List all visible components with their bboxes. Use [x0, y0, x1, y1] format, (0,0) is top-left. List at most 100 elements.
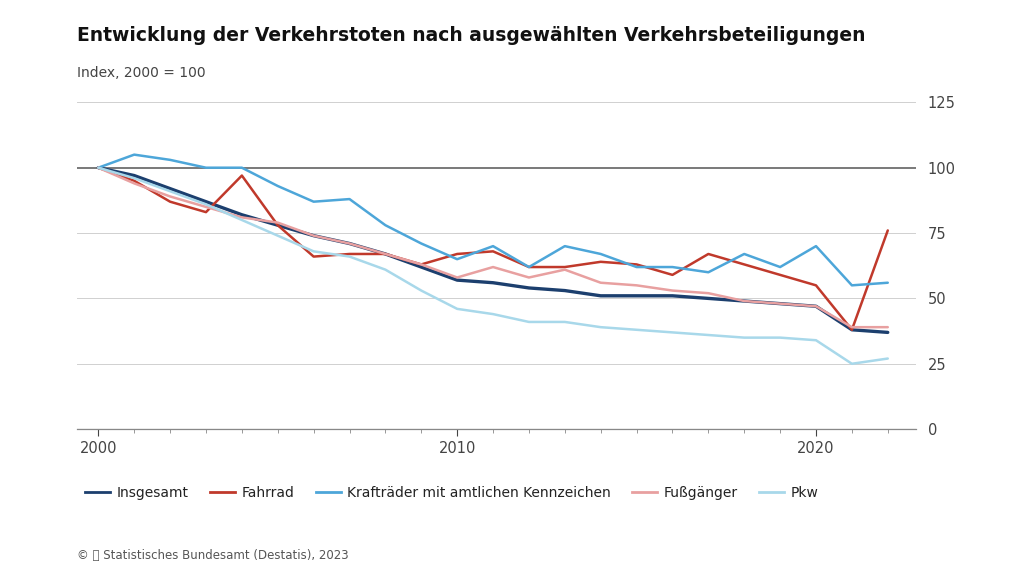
- Fahrrad: [738, 261, 751, 268]
- Insgesamt: [882, 329, 894, 336]
- Krafträder mit amtlichen Kennzeichen: [810, 242, 822, 249]
- Fußgänger: [128, 180, 140, 187]
- Krafträder mit amtlichen Kennzeichen: [200, 164, 212, 171]
- Krafträder mit amtlichen Kennzeichen: [595, 251, 607, 257]
- Fußgänger: [415, 261, 427, 268]
- Pkw: [738, 334, 751, 341]
- Krafträder mit amtlichen Kennzeichen: [846, 282, 858, 289]
- Krafträder mit amtlichen Kennzeichen: [271, 183, 284, 190]
- Pkw: [882, 355, 894, 362]
- Legend: Insgesamt, Fahrrad, Krafträder mit amtlichen Kennzeichen, Fußgänger, Pkw: Insgesamt, Fahrrad, Krafträder mit amtli…: [80, 480, 824, 505]
- Krafträder mit amtlichen Kennzeichen: [631, 264, 643, 271]
- Insgesamt: [164, 185, 176, 192]
- Fahrrad: [846, 327, 858, 334]
- Pkw: [774, 334, 786, 341]
- Insgesamt: [846, 327, 858, 334]
- Insgesamt: [738, 298, 751, 305]
- Insgesamt: [271, 222, 284, 229]
- Fußgänger: [486, 264, 499, 271]
- Krafträder mit amtlichen Kennzeichen: [774, 264, 786, 271]
- Line: Krafträder mit amtlichen Kennzeichen: Krafträder mit amtlichen Kennzeichen: [98, 154, 888, 285]
- Fahrrad: [307, 253, 319, 260]
- Insgesamt: [702, 295, 715, 302]
- Fußgänger: [882, 324, 894, 331]
- Pkw: [486, 310, 499, 317]
- Krafträder mit amtlichen Kennzeichen: [379, 222, 391, 229]
- Insgesamt: [200, 198, 212, 205]
- Pkw: [559, 319, 571, 325]
- Krafträder mit amtlichen Kennzeichen: [415, 240, 427, 247]
- Fahrrad: [379, 251, 391, 257]
- Fußgänger: [846, 324, 858, 331]
- Fußgänger: [307, 232, 319, 239]
- Krafträder mit amtlichen Kennzeichen: [559, 242, 571, 249]
- Fußgänger: [631, 282, 643, 289]
- Fahrrad: [595, 259, 607, 266]
- Krafträder mit amtlichen Kennzeichen: [738, 251, 751, 257]
- Pkw: [523, 319, 536, 325]
- Insgesamt: [415, 264, 427, 271]
- Krafträder mit amtlichen Kennzeichen: [343, 196, 355, 203]
- Text: Entwicklung der Verkehrstoten nach ausgewählten Verkehrsbeteiligungen: Entwicklung der Verkehrstoten nach ausge…: [77, 26, 865, 45]
- Pkw: [631, 327, 643, 334]
- Line: Fußgänger: Fußgänger: [98, 168, 888, 327]
- Fußgänger: [200, 203, 212, 210]
- Fußgänger: [523, 274, 536, 281]
- Fahrrad: [236, 172, 248, 179]
- Pkw: [415, 287, 427, 294]
- Pkw: [271, 232, 284, 239]
- Fahrrad: [810, 282, 822, 289]
- Fußgänger: [667, 287, 679, 294]
- Fußgänger: [164, 193, 176, 200]
- Insgesamt: [523, 285, 536, 291]
- Fußgänger: [343, 240, 355, 247]
- Fußgänger: [810, 303, 822, 310]
- Fahrrad: [774, 271, 786, 278]
- Fahrrad: [200, 209, 212, 215]
- Pkw: [92, 164, 104, 171]
- Krafträder mit amtlichen Kennzeichen: [164, 157, 176, 164]
- Fußgänger: [774, 300, 786, 307]
- Insgesamt: [486, 279, 499, 286]
- Pkw: [451, 305, 463, 312]
- Pkw: [128, 175, 140, 181]
- Line: Pkw: Pkw: [98, 168, 888, 364]
- Krafträder mit amtlichen Kennzeichen: [236, 164, 248, 171]
- Krafträder mit amtlichen Kennzeichen: [451, 256, 463, 263]
- Insgesamt: [92, 164, 104, 171]
- Fußgänger: [702, 290, 715, 297]
- Insgesamt: [631, 293, 643, 300]
- Insgesamt: [667, 293, 679, 300]
- Fahrrad: [164, 198, 176, 205]
- Line: Insgesamt: Insgesamt: [98, 168, 888, 332]
- Fußgänger: [451, 274, 463, 281]
- Fahrrad: [523, 264, 536, 271]
- Pkw: [307, 248, 319, 255]
- Fahrrad: [415, 261, 427, 268]
- Insgesamt: [379, 251, 391, 257]
- Fußgänger: [595, 279, 607, 286]
- Krafträder mit amtlichen Kennzeichen: [523, 264, 536, 271]
- Fußgänger: [92, 164, 104, 171]
- Krafträder mit amtlichen Kennzeichen: [307, 198, 319, 205]
- Fußgänger: [559, 266, 571, 273]
- Insgesamt: [307, 232, 319, 239]
- Fahrrad: [486, 248, 499, 255]
- Pkw: [343, 253, 355, 260]
- Pkw: [667, 329, 679, 336]
- Pkw: [595, 324, 607, 331]
- Pkw: [200, 201, 212, 208]
- Krafträder mit amtlichen Kennzeichen: [882, 279, 894, 286]
- Pkw: [236, 217, 248, 223]
- Fahrrad: [559, 264, 571, 271]
- Krafträder mit amtlichen Kennzeichen: [92, 164, 104, 171]
- Fahrrad: [702, 251, 715, 257]
- Fahrrad: [343, 251, 355, 257]
- Fußgänger: [379, 251, 391, 257]
- Insgesamt: [595, 293, 607, 300]
- Krafträder mit amtlichen Kennzeichen: [667, 264, 679, 271]
- Pkw: [702, 332, 715, 339]
- Pkw: [379, 266, 391, 273]
- Krafträder mit amtlichen Kennzeichen: [486, 242, 499, 249]
- Insgesamt: [451, 276, 463, 283]
